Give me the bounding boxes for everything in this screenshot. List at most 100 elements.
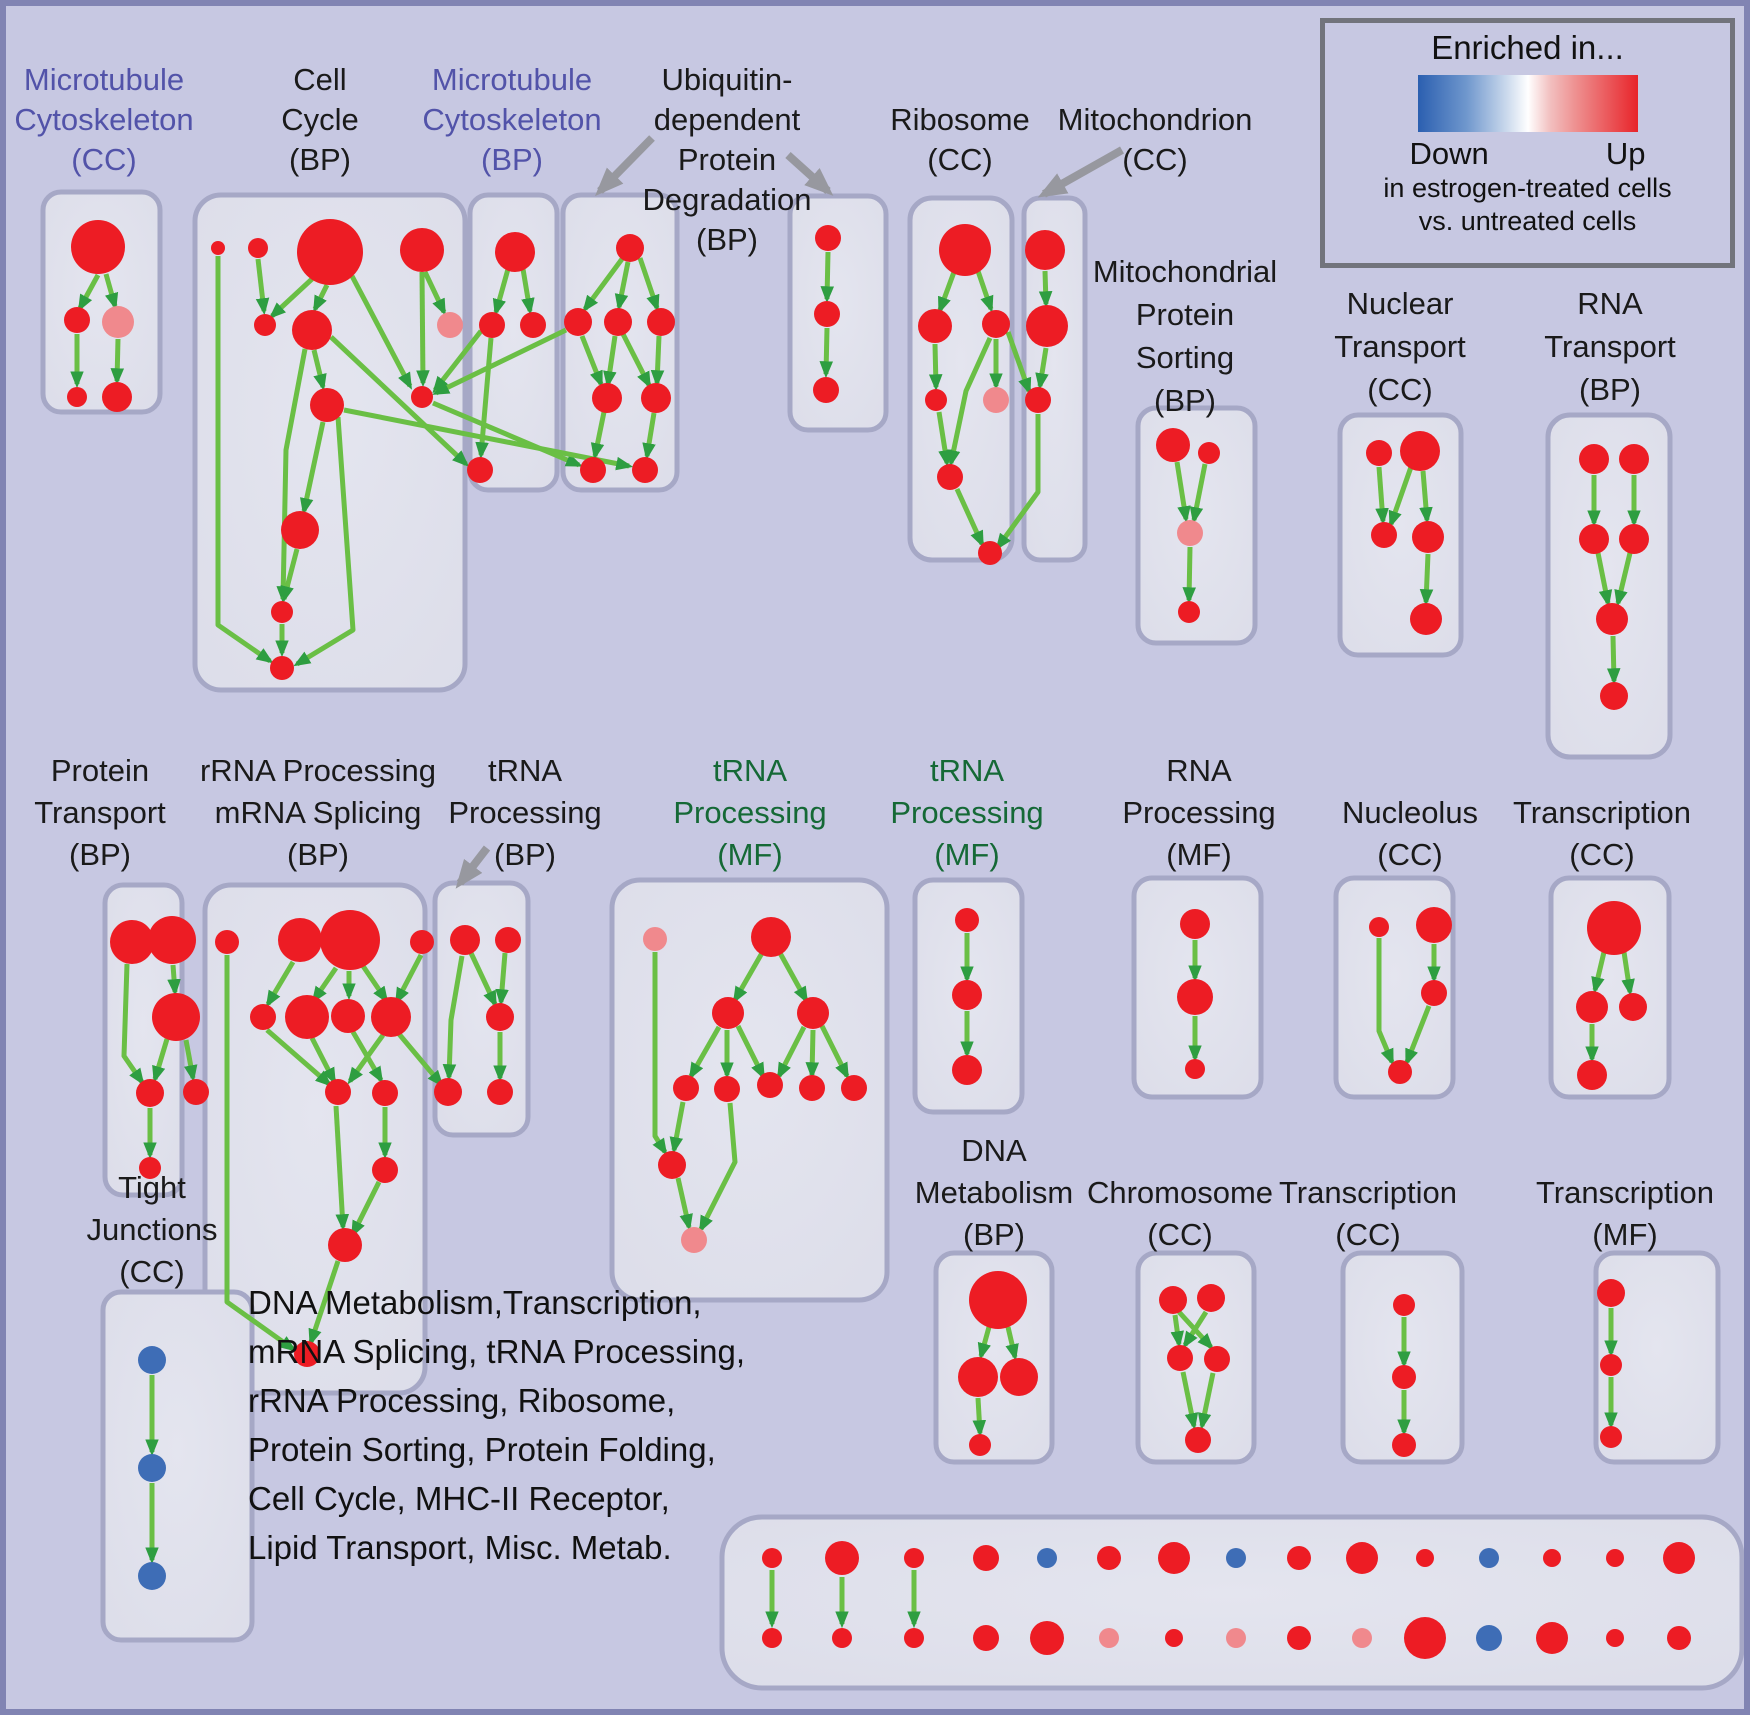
label-microtubule-cytoskeleton-cc: Microtubule Cytoskeleton (CC) [14, 60, 193, 180]
label-trna-processing-bp: tRNA Processing (BP) [448, 750, 601, 876]
go-term-node [937, 464, 963, 490]
label-pointer-arrow [785, 152, 834, 196]
go-term-node [1393, 1294, 1415, 1316]
label-line: Mitochondrion [1057, 102, 1253, 137]
go-term-node [1536, 1622, 1568, 1654]
label-line: Transport [1544, 329, 1676, 364]
label-line: Protein [1135, 297, 1235, 332]
go-term-node [520, 312, 546, 338]
label-line: Transcription [1278, 1175, 1458, 1210]
label-line: Processing [1122, 795, 1276, 830]
label-line: Sorting [1135, 340, 1235, 375]
go-term-node [325, 1079, 351, 1105]
go-term-node [450, 925, 480, 955]
go-term-node [604, 308, 632, 336]
label-line: Processing [890, 795, 1044, 830]
go-term-node [1667, 1626, 1691, 1650]
go-term-node [281, 511, 319, 549]
label-nuclear-transport-cc: Nuclear Transport (CC) [1334, 282, 1466, 411]
go-term-node [183, 1079, 209, 1105]
edge-arrow [954, 487, 985, 548]
label-transcription-cc-1: Transcription (CC) [1513, 792, 1691, 876]
label-line: (BP) [481, 142, 543, 177]
label-line: (BP) [1578, 372, 1641, 407]
edge-arrow [215, 256, 274, 664]
edge-arrow [937, 271, 957, 314]
edge-arrow [1035, 347, 1049, 391]
edge-arrow [311, 349, 327, 392]
label-line: Transcription [1512, 795, 1692, 830]
legend-endpoint-labels: Down Up [1410, 136, 1646, 172]
label-line: (BP) [68, 837, 131, 872]
mixed-clusters-note: DNA Metabolism,Transcription, mRNA Splici… [248, 1278, 745, 1572]
go-term-node [1167, 1345, 1193, 1371]
go-term-node [1606, 1549, 1624, 1567]
edge-arrow [1606, 635, 1621, 686]
go-term-node [658, 1151, 686, 1179]
cluster-box-tight-junctions-cc [100, 1289, 255, 1643]
label-line: Nucleolus [1341, 795, 1479, 830]
go-term-node [1412, 521, 1444, 553]
go-term-node [102, 382, 132, 412]
label-rna-transport-bp: RNA Transport (BP) [1544, 282, 1676, 411]
go-term-node [328, 1228, 362, 1262]
go-term-node [215, 930, 239, 954]
label-pointer-arrow [455, 845, 491, 889]
go-term-node [1596, 603, 1628, 635]
go-term-node [1097, 1546, 1121, 1570]
go-term-node [564, 308, 592, 336]
label-line: (CC) [1569, 837, 1635, 872]
edge-arrow [603, 335, 618, 389]
edge-arrow [309, 1036, 337, 1085]
go-term-node [297, 219, 363, 285]
label-line: rRNA Processing [199, 753, 437, 788]
edge-arrow [265, 960, 296, 1008]
go-term-node [1416, 907, 1452, 943]
go-term-node [616, 234, 644, 262]
label-nucleolus-cc: Nucleolus (CC) [1342, 792, 1478, 876]
go-term-node [1197, 1284, 1225, 1312]
go-term-node [372, 1157, 398, 1183]
go-term-node [952, 980, 982, 1010]
go-term-node [1156, 428, 1190, 462]
go-term-node [270, 656, 294, 680]
edge-arrow [590, 411, 607, 461]
edge-arrow [350, 1180, 382, 1238]
edge-arrow [777, 951, 809, 1004]
edge-arrow [1419, 470, 1433, 525]
go-term-node [486, 1003, 514, 1031]
edge-arrow [688, 1025, 722, 1080]
edge-arrow [1197, 1372, 1216, 1431]
label-line: Cycle [281, 102, 359, 137]
edge-arrow [300, 421, 326, 516]
go-term-node [320, 910, 380, 970]
label-ubiquitin-dependent-protein-degradation-bp: Ubiquitin-dependent Protein Degradation (BP… [643, 60, 812, 260]
edge-arrow [1614, 552, 1633, 608]
label-trna-processing-mf-2: tRNA Processing (MF) [890, 750, 1043, 876]
go-term-node [1177, 520, 1203, 546]
go-term-node [918, 309, 952, 343]
go-term-node [1619, 993, 1647, 1021]
edge-arrow [977, 1326, 992, 1361]
edge-arrow [268, 277, 314, 319]
label-line: Protein [50, 753, 150, 788]
edge-arrow [520, 268, 535, 316]
go-term-node [148, 916, 196, 964]
edge-arrow [1621, 951, 1635, 997]
label-rrna-processing-mrna-splicing-bp: rRNA Processing mRNA Splicing (BP) [200, 750, 436, 876]
edge-arrow [329, 335, 470, 467]
go-term-node [813, 377, 839, 403]
go-term-node [841, 1075, 867, 1101]
label-line: Metabolism [914, 1175, 1074, 1210]
go-term-node [1600, 1426, 1622, 1448]
go-term-node [632, 457, 658, 483]
go-term-node [102, 306, 134, 338]
label-line: dependent [653, 102, 801, 137]
label-transcription-cc-2: Transcription (CC) [1279, 1172, 1457, 1256]
edge-arrow [972, 1397, 987, 1438]
go-term-node [371, 997, 411, 1037]
go-term-node [1185, 1059, 1205, 1079]
label-line: tRNA [929, 753, 1005, 788]
edge-arrow [946, 336, 993, 468]
